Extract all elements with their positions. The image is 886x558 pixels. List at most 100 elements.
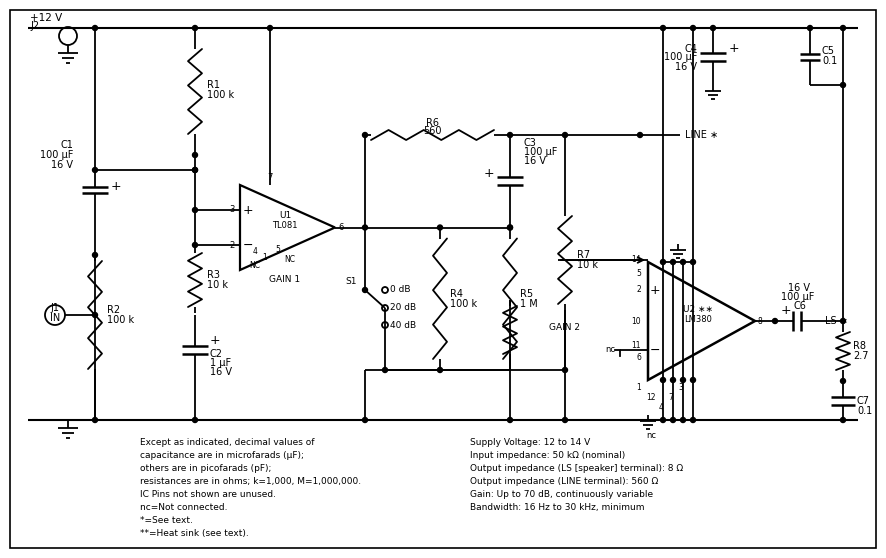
Circle shape bbox=[92, 26, 97, 31]
Circle shape bbox=[192, 417, 198, 422]
Text: **=Heat sink (see text).: **=Heat sink (see text). bbox=[140, 529, 249, 538]
Text: 100 μF: 100 μF bbox=[524, 147, 557, 157]
Circle shape bbox=[660, 26, 665, 31]
Text: 6: 6 bbox=[636, 354, 641, 363]
Circle shape bbox=[192, 208, 198, 213]
Text: 2: 2 bbox=[636, 286, 641, 295]
Text: 6: 6 bbox=[338, 223, 344, 232]
Circle shape bbox=[671, 259, 675, 264]
Text: Except as indicated, decimal values of: Except as indicated, decimal values of bbox=[140, 438, 315, 447]
Circle shape bbox=[680, 378, 686, 382]
Text: S1: S1 bbox=[346, 277, 357, 286]
Text: 100 k: 100 k bbox=[207, 90, 234, 100]
Text: −: − bbox=[243, 238, 253, 252]
Text: 16 V: 16 V bbox=[675, 61, 697, 71]
Text: resistances are in ohms; k=1,000, M=1,000,000.: resistances are in ohms; k=1,000, M=1,00… bbox=[140, 477, 361, 486]
Text: +: + bbox=[649, 283, 660, 296]
Text: GAIN 1: GAIN 1 bbox=[269, 276, 300, 285]
Text: 5: 5 bbox=[636, 270, 641, 278]
Text: 0.1: 0.1 bbox=[857, 406, 872, 416]
Text: Input impedance: 50 kΩ (nominal): Input impedance: 50 kΩ (nominal) bbox=[470, 451, 626, 460]
Text: R1: R1 bbox=[207, 80, 220, 90]
Text: 560: 560 bbox=[424, 126, 442, 136]
Circle shape bbox=[192, 167, 198, 172]
Text: R3: R3 bbox=[207, 270, 220, 280]
Text: 100 μF: 100 μF bbox=[664, 51, 697, 61]
Text: 3: 3 bbox=[679, 383, 683, 392]
Text: LINE ∗: LINE ∗ bbox=[685, 130, 719, 140]
Circle shape bbox=[690, 417, 696, 422]
Circle shape bbox=[508, 417, 512, 422]
Text: C2: C2 bbox=[210, 349, 223, 359]
Text: Gain: Up to 70 dB, continuously variable: Gain: Up to 70 dB, continuously variable bbox=[470, 490, 653, 499]
Text: 16 V: 16 V bbox=[789, 283, 811, 293]
Circle shape bbox=[711, 26, 716, 31]
Text: capacitance are in microfarads (μF);: capacitance are in microfarads (μF); bbox=[140, 451, 304, 460]
Circle shape bbox=[660, 378, 665, 382]
Circle shape bbox=[438, 368, 442, 373]
Text: 4: 4 bbox=[658, 403, 664, 412]
Text: NC: NC bbox=[250, 261, 260, 270]
Circle shape bbox=[841, 26, 845, 31]
Circle shape bbox=[362, 225, 368, 230]
Circle shape bbox=[680, 417, 686, 422]
Circle shape bbox=[192, 167, 198, 172]
Text: R2: R2 bbox=[107, 305, 120, 315]
Text: 1: 1 bbox=[262, 253, 268, 262]
Text: 7: 7 bbox=[669, 393, 673, 402]
Text: *=See text.: *=See text. bbox=[140, 516, 193, 525]
Circle shape bbox=[438, 225, 442, 230]
Circle shape bbox=[690, 378, 696, 382]
Text: Supply Voltage: 12 to 14 V: Supply Voltage: 12 to 14 V bbox=[470, 438, 590, 447]
Text: LM380: LM380 bbox=[684, 315, 712, 325]
Text: +: + bbox=[729, 42, 740, 55]
Circle shape bbox=[192, 26, 198, 31]
Text: NC: NC bbox=[284, 256, 296, 264]
Circle shape bbox=[508, 225, 512, 230]
Text: Output impedance (LINE terminal): 560 Ω: Output impedance (LINE terminal): 560 Ω bbox=[470, 477, 658, 486]
Text: nc=Not connected.: nc=Not connected. bbox=[140, 503, 228, 512]
Text: C1: C1 bbox=[60, 140, 73, 150]
Circle shape bbox=[660, 259, 665, 264]
Text: 100 μF: 100 μF bbox=[781, 292, 814, 302]
Text: 1 μF: 1 μF bbox=[210, 358, 231, 368]
Text: 8: 8 bbox=[758, 316, 763, 325]
Text: 11: 11 bbox=[632, 340, 641, 349]
Circle shape bbox=[192, 243, 198, 248]
Text: C6: C6 bbox=[793, 301, 806, 311]
Text: J2: J2 bbox=[30, 21, 39, 31]
Text: 16 V: 16 V bbox=[524, 156, 546, 166]
Text: 100 k: 100 k bbox=[450, 299, 478, 309]
Text: 16 V: 16 V bbox=[210, 367, 232, 377]
Text: R6: R6 bbox=[426, 118, 439, 128]
Text: 10: 10 bbox=[632, 316, 641, 325]
Text: +: + bbox=[243, 204, 253, 217]
Text: 5: 5 bbox=[276, 246, 281, 254]
Text: U1: U1 bbox=[279, 210, 291, 219]
Text: LS ∗: LS ∗ bbox=[825, 316, 848, 326]
Circle shape bbox=[660, 417, 665, 422]
Circle shape bbox=[773, 319, 778, 324]
Text: nc: nc bbox=[646, 431, 656, 440]
Text: 10 k: 10 k bbox=[577, 260, 598, 270]
Text: GAIN 2: GAIN 2 bbox=[549, 324, 580, 333]
Text: 4: 4 bbox=[253, 248, 258, 257]
Text: IC Pins not shown are unused.: IC Pins not shown are unused. bbox=[140, 490, 276, 499]
Text: R5: R5 bbox=[520, 288, 533, 299]
Text: 3: 3 bbox=[229, 205, 235, 214]
Text: 2: 2 bbox=[229, 240, 235, 249]
Circle shape bbox=[807, 26, 812, 31]
Text: U2 ∗∗: U2 ∗∗ bbox=[683, 305, 713, 315]
Text: IN: IN bbox=[50, 313, 60, 323]
Circle shape bbox=[841, 83, 845, 88]
Circle shape bbox=[563, 368, 568, 373]
Text: −: − bbox=[649, 344, 660, 357]
Text: +: + bbox=[111, 180, 121, 193]
Text: +12 V: +12 V bbox=[30, 13, 62, 23]
Circle shape bbox=[690, 259, 696, 264]
Text: +: + bbox=[484, 167, 494, 180]
Text: J1: J1 bbox=[51, 303, 59, 313]
Text: TL081: TL081 bbox=[272, 220, 298, 229]
Text: 0 dB: 0 dB bbox=[390, 286, 410, 295]
Circle shape bbox=[508, 132, 512, 137]
